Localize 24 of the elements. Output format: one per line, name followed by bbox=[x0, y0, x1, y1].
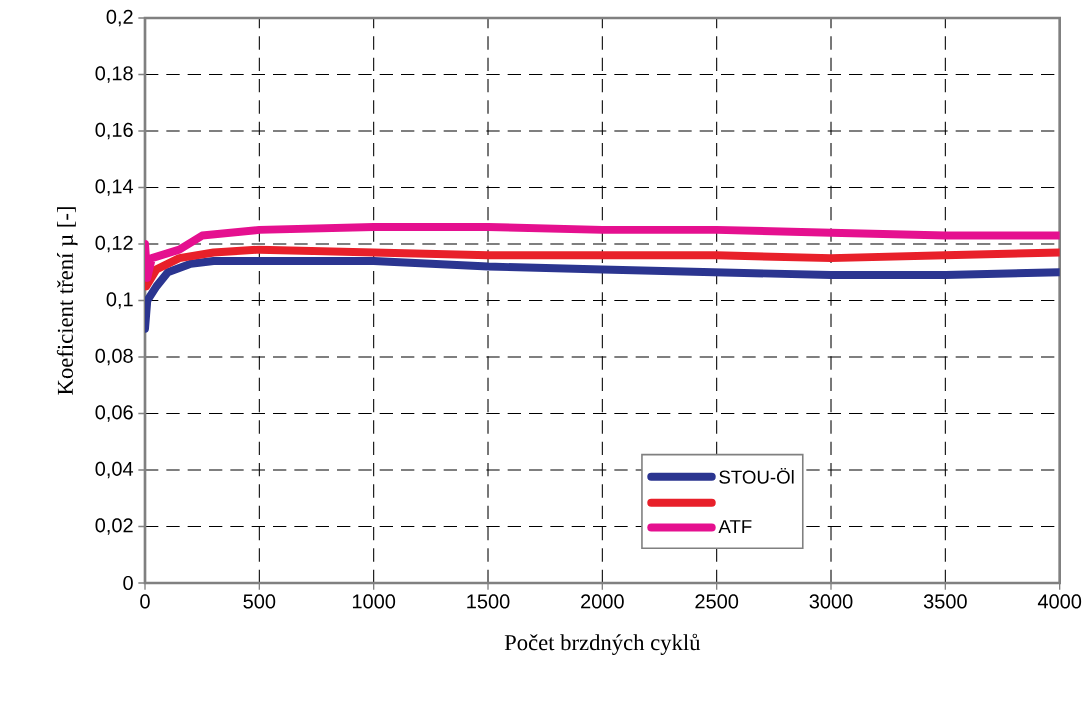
y-tick-label: 0,04 bbox=[95, 461, 134, 479]
x-tick-label: 1500 bbox=[467, 594, 510, 609]
x-tick-label: 1000 bbox=[352, 594, 396, 609]
y-tick-label: 0,06 bbox=[95, 405, 133, 422]
y-tick-label: 0 bbox=[123, 575, 133, 591]
x-tick-label: 2500 bbox=[695, 594, 739, 609]
legend-label: ATF bbox=[718, 520, 752, 533]
x-tick-label: 4000 bbox=[1037, 594, 1082, 609]
y-tick-label: 0,14 bbox=[95, 179, 134, 196]
y-tick-label: 0,12 bbox=[95, 235, 133, 253]
x-axis-title: Počet brzdných cyklů bbox=[504, 633, 701, 655]
x-tick-label: 3500 bbox=[923, 594, 967, 609]
y-tick-label: 0,16 bbox=[95, 122, 133, 140]
x-tick-label: 2000 bbox=[581, 594, 624, 609]
y-tick-label: 0,18 bbox=[95, 66, 133, 83]
x-tick-label: 3000 bbox=[809, 594, 853, 609]
y-tick-label: 0,1 bbox=[106, 292, 133, 309]
legend-label: STOU-Öl bbox=[719, 467, 794, 484]
y-axis-title: Koeficient tření µ [-] bbox=[56, 207, 78, 395]
y-tick-label: 0,02 bbox=[95, 518, 133, 535]
y-tick-label: 0,08 bbox=[95, 348, 133, 366]
x-tick-label: 0 bbox=[140, 594, 150, 609]
x-tick-label: 500 bbox=[243, 594, 276, 609]
y-tick-label: 0,2 bbox=[106, 9, 133, 27]
